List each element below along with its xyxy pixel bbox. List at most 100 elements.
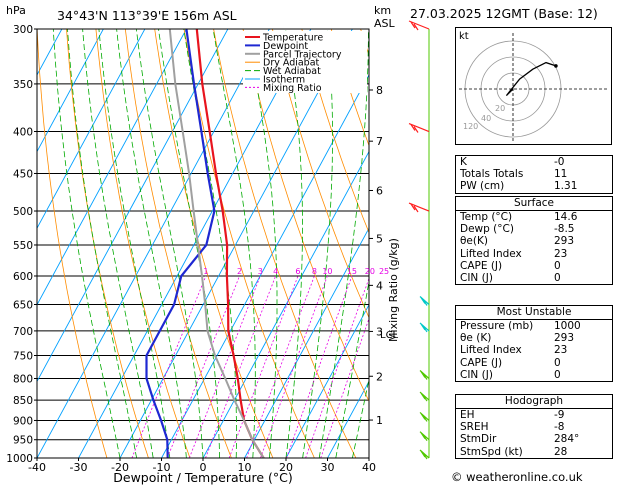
wind-barb xyxy=(419,322,430,333)
index-row: K -0 xyxy=(456,156,612,168)
most-unstable-row: Pressure (mb) 1000 xyxy=(456,320,612,332)
hodograph-ring-label: 20 xyxy=(495,104,505,113)
wet-adiabat-32 xyxy=(335,278,369,458)
wet-adiabat-4 xyxy=(158,29,221,458)
hodograph-stat-row: StmDir 284° xyxy=(456,433,612,445)
dry-adiabat-270 xyxy=(95,29,191,458)
most-unstable-label: Lifted Index xyxy=(460,344,522,357)
mixing-ratio-line-25 xyxy=(320,317,369,458)
surface-value: 293 xyxy=(554,235,575,248)
credit-label: © weatheronline.co.uk xyxy=(451,470,583,484)
mixing-ratio-label: 2 xyxy=(237,267,242,276)
dry-adiabat-290 xyxy=(154,29,274,458)
surface-value: -8.5 xyxy=(554,223,575,236)
km-tick-label: 6 xyxy=(376,184,383,197)
legend-entry: Dry Adiabat xyxy=(263,58,320,69)
most-unstable-value: 1000 xyxy=(554,320,581,332)
most-unstable-title: Most Unstable xyxy=(496,306,572,318)
isotherm--40 xyxy=(37,29,270,458)
mixing-ratio-label: 15 xyxy=(347,267,357,276)
most-unstable-value: 293 xyxy=(554,332,575,345)
pressure-unit-label: hPa xyxy=(6,4,26,17)
wind-barb xyxy=(408,202,430,213)
hodograph-stat-label: EH xyxy=(460,409,475,421)
index-value: 11 xyxy=(554,168,568,181)
km-tick-label: 8 xyxy=(376,84,383,97)
pressure-tick-label: 450 xyxy=(13,168,33,180)
legend-entry: Dewpoint xyxy=(263,41,308,52)
surface-label: Dewp (°C) xyxy=(460,223,514,236)
temperature-tick-label: -10 xyxy=(153,461,171,474)
wind-barb xyxy=(419,370,430,380)
surface-label: Lifted Index xyxy=(460,247,522,260)
hodograph-stat-value: -8 xyxy=(554,421,565,434)
temperature-tick-label: 30 xyxy=(321,461,335,474)
wind-barb xyxy=(419,431,430,442)
legend-entry: Wet Adiabat xyxy=(263,66,321,77)
hodograph-stat-label: SREH xyxy=(460,421,489,434)
wind-barb xyxy=(419,391,430,402)
most-unstable-row: CAPE (J) 0 xyxy=(456,357,612,369)
pressure-tick-label: 550 xyxy=(13,240,33,252)
most-unstable-value: 0 xyxy=(554,356,561,369)
hodograph-stat-label: StmDir xyxy=(460,433,497,446)
km-tick-label: 3 xyxy=(376,325,383,338)
surface-value: 0 xyxy=(554,259,561,272)
km-tick-label: 7 xyxy=(376,135,383,148)
wet-adiabat-40 xyxy=(368,456,369,458)
wet-adiabat--16 xyxy=(67,29,137,458)
wind-barb xyxy=(419,296,430,306)
surface-label: CAPE (J) xyxy=(460,259,503,272)
most-unstable-label: Pressure (mb) xyxy=(460,320,534,332)
index-value: -0 xyxy=(554,156,565,168)
dry-adiabat-250 xyxy=(37,29,108,458)
surface-value: 0 xyxy=(554,271,561,284)
surface-row: CAPE (J) 0 xyxy=(456,260,612,272)
wind-barb xyxy=(408,122,430,133)
hodograph-stat-row: EH -9 xyxy=(456,409,612,421)
asl-unit-label: ASL xyxy=(374,17,396,30)
hodograph-trace xyxy=(505,61,557,97)
mixing-ratio-label: 6 xyxy=(295,267,300,276)
pressure-tick-label: 1000 xyxy=(6,453,33,465)
mixing-ratio-label: 10 xyxy=(322,267,332,276)
temperature-tick-label: 0 xyxy=(200,461,207,474)
isotherm--70 xyxy=(37,29,146,230)
hodograph-stats-title: Hodograph xyxy=(504,395,564,407)
surface-label: Temp (°C) xyxy=(460,211,513,223)
mixing-ratio-label: 20 xyxy=(365,267,375,276)
hodograph-stat-label: StmSpd (kt) xyxy=(460,445,523,458)
wind-barb xyxy=(408,20,430,31)
pressure-tick-label: 400 xyxy=(13,127,33,139)
index-label: Totals Totals xyxy=(460,168,524,181)
mixing-ratio-axis-title: Mixing Ratio (g/kg) xyxy=(387,238,400,342)
mixing-ratio-label: 4 xyxy=(273,267,278,276)
series-parcel-trajectory xyxy=(168,29,265,458)
dry-adiabat-320 xyxy=(242,29,369,403)
indices-panel: K -0 Totals Totals 11 PW (cm) 1.31 xyxy=(455,155,613,194)
hodograph-stat-value: 28 xyxy=(554,445,568,458)
isotherm--50 xyxy=(37,29,229,383)
legend-entry: Isotherm xyxy=(263,75,305,86)
isotherm--80 xyxy=(37,29,104,153)
pressure-tick-label: 600 xyxy=(13,271,33,283)
mixing-ratio-line-3 xyxy=(189,275,261,458)
most-unstable-row: Lifted Index 23 xyxy=(456,344,612,356)
mixing-ratio-label: 8 xyxy=(312,267,317,276)
wet-adiabat-0 xyxy=(135,29,204,458)
hodograph-stats-panel: Hodograph EH -9 SREH -8 StmDir 284° StmSpd (kt… xyxy=(455,394,613,459)
km-tick-label: 2 xyxy=(376,370,383,383)
surface-row: CIN (J) 0 xyxy=(456,272,612,284)
series-dewpoint xyxy=(145,29,216,458)
temperature-tick-label: 10 xyxy=(238,461,252,474)
dry-adiabat-280 xyxy=(124,29,232,458)
mixing-ratio-line-20 xyxy=(305,277,369,458)
km-unit-label: km xyxy=(374,4,391,17)
mixing-ratio-line-4 xyxy=(205,275,276,458)
km-tick-label: 5 xyxy=(376,232,383,245)
pressure-tick-label: 750 xyxy=(13,350,33,362)
pressure-tick-label: 300 xyxy=(13,24,33,36)
location-title: 34°43'N 113°39'E 156m ASL xyxy=(57,8,237,23)
